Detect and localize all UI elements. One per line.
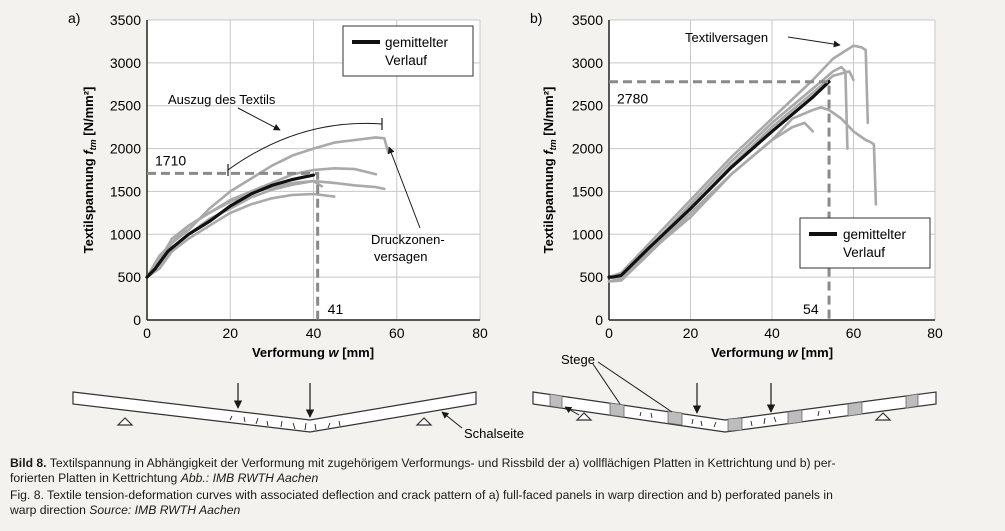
legend-text-a-1: gemittelter xyxy=(385,35,449,50)
series-group-b xyxy=(607,44,878,283)
beam-a xyxy=(72,391,477,433)
y-tick-label: 500 xyxy=(118,269,142,285)
panel-a-label: a) xyxy=(68,10,80,26)
x-tick-label: 40 xyxy=(764,325,780,341)
marker-x-label: 54 xyxy=(803,301,819,317)
annotation-schalseite: Schalseite xyxy=(464,426,524,441)
series-mean-line xyxy=(145,173,316,279)
grid-b xyxy=(608,19,936,321)
beam-sketch-b: Stege xyxy=(532,352,937,433)
x-tick-label: 80 xyxy=(472,325,488,341)
y-axis-label-a: Textilspannung ftm [N/mm²] xyxy=(81,87,98,254)
y-tick-label: 500 xyxy=(580,269,604,285)
panel-b-label: b) xyxy=(530,10,542,26)
support-a-left xyxy=(116,417,134,426)
legend-box-a xyxy=(342,25,474,77)
x-tick-label: 20 xyxy=(222,325,238,341)
y-tick-label: 3500 xyxy=(572,12,603,28)
x-tick-label: 60 xyxy=(846,325,862,341)
caption-english: Fig. 8. Textile tension-deformation curv… xyxy=(10,488,995,518)
caption-german-text-2: forierten Platten in Kettrichtung xyxy=(10,471,178,485)
support-b-left xyxy=(575,412,593,421)
support-a-right xyxy=(415,417,433,426)
annotation-textilversagen: Textilversagen xyxy=(685,30,768,45)
annotation-stege: Stege xyxy=(561,352,595,367)
caption-german-source: Abb.: IMB RWTH Aachen xyxy=(180,471,319,485)
annotation-druckzonen-2: versagen xyxy=(374,249,427,264)
annotation-stege-line-2 xyxy=(597,361,673,413)
support-b-right xyxy=(874,412,892,421)
beam-sketch-a xyxy=(72,383,477,433)
series-specimen-line xyxy=(607,44,870,279)
series-specimen-line xyxy=(145,192,336,279)
y-tick-label: 1500 xyxy=(572,183,603,199)
y-tick-label: 1000 xyxy=(572,226,603,242)
annotation-auszug-arrow xyxy=(237,107,281,131)
cracks-a xyxy=(229,415,341,431)
x-tick-label: 40 xyxy=(306,325,322,341)
annotation-auszug-bracket xyxy=(227,122,383,171)
legend-a: gemittelter Verlauf xyxy=(342,25,474,77)
series-specimen-line xyxy=(145,179,324,279)
annotation-stege-line-1 xyxy=(592,363,621,405)
x-tick-labels-b: 0 20 40 60 80 xyxy=(605,325,943,341)
annotation-auszug: Auszug des Textils xyxy=(168,92,276,107)
stege-b xyxy=(549,393,919,432)
panel-a: a) 0 500 1000 1500 2000 2500 3000 3500 0 20 40 60 8… xyxy=(68,10,488,360)
caption-english-source: Source: IMB RWTH Aachen xyxy=(89,503,241,517)
x-tick-labels-a: 0 20 40 60 80 xyxy=(143,325,488,341)
y-axis-label-b: Textilspannung ftm [N/mm²] xyxy=(541,87,558,254)
x-tick-label: 80 xyxy=(927,325,943,341)
caption-english-text-2: warp direction xyxy=(10,503,86,517)
panel-b: b) 0 500 1000 1500 2000 2500 3000 3500 0 20 40 60 8… xyxy=(530,10,943,360)
x-tick-label: 20 xyxy=(683,325,699,341)
legend-text-a-2: Verlauf xyxy=(385,53,427,68)
y-tick-label: 0 xyxy=(133,312,141,328)
y-tick-label: 2500 xyxy=(110,98,141,114)
marker-a: 1710 41 xyxy=(147,152,343,320)
caption-german-label: Bild 8. xyxy=(10,456,47,470)
series-mean-line xyxy=(607,80,831,279)
cracks-b xyxy=(639,409,831,428)
series-group-a xyxy=(145,136,390,279)
x-tick-label: 0 xyxy=(143,325,151,341)
y-tick-label: 3000 xyxy=(110,55,141,71)
y-tick-label: 3000 xyxy=(572,55,603,71)
annotation-schalseite-arrow-a xyxy=(441,411,463,429)
y-tick-label: 3500 xyxy=(110,12,141,28)
x-axis-label-a: Verformung w [mm] xyxy=(252,345,374,360)
caption-english-text-1: Textile tension-deformation curves with … xyxy=(47,488,833,502)
y-tick-label: 0 xyxy=(595,312,603,328)
y-tick-label: 2500 xyxy=(572,98,603,114)
annotation-textilversagen-arrow xyxy=(787,36,841,48)
y-tick-labels-a: 0 500 1000 1500 2000 2500 3000 3500 xyxy=(110,12,141,328)
series-specimen-line xyxy=(607,121,815,283)
caption-german: Bild 8. Textilspannung in Abhängigkeit d… xyxy=(10,456,995,486)
y-tick-label: 2000 xyxy=(110,141,141,157)
x-tick-label: 0 xyxy=(605,325,613,341)
y-tick-label: 1000 xyxy=(110,226,141,242)
y-tick-labels-b: 0 500 1000 1500 2000 2500 3000 3500 xyxy=(572,12,603,328)
marker-y-label: 2780 xyxy=(617,91,648,107)
caption-english-label: Fig. 8. xyxy=(10,488,44,502)
annotation-schalseite-arrow-b xyxy=(564,406,580,416)
series-specimen-line xyxy=(145,167,378,279)
annotation-druckzonen-arrow xyxy=(387,146,421,229)
legend-box-b xyxy=(799,217,931,269)
legend-b: gemittelter Verlauf xyxy=(799,217,931,269)
annotation-druckzonen-1: Druckzonen- xyxy=(371,232,445,247)
y-tick-label: 1500 xyxy=(110,183,141,199)
marker-y-label: 1710 xyxy=(155,152,186,168)
y-tick-label: 2000 xyxy=(572,141,603,157)
legend-text-b-2: Verlauf xyxy=(843,245,885,260)
caption-german-text-1: Textilspannung in Abhängigkeit der Verfo… xyxy=(49,456,836,470)
marker-dashed-line xyxy=(147,171,320,320)
x-tick-label: 60 xyxy=(389,325,405,341)
x-axis-label-b: Verformung w [mm] xyxy=(711,345,833,360)
marker-x-label: 41 xyxy=(328,301,344,317)
legend-text-b-1: gemittelter xyxy=(843,227,907,242)
